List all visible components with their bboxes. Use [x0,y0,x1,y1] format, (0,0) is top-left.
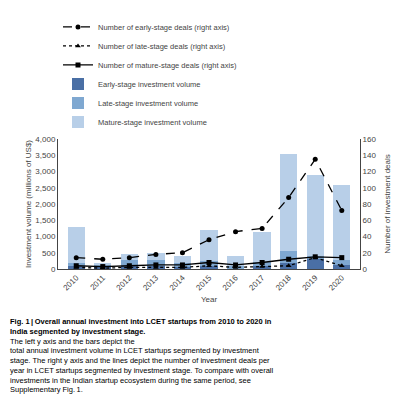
svg-text:Mature-stage investment volume: Mature-stage investment volume [98,118,207,127]
svg-text:3,500: 3,500 [35,151,56,160]
svg-text:Year: Year [201,295,218,304]
svg-text:Number of early-stage deals (r: Number of early-stage deals (right axis) [98,23,230,32]
svg-text:40: 40 [363,232,372,241]
svg-text:1,500: 1,500 [35,216,56,225]
svg-text:Investment volume (millions of: Investment volume (millions of US$) [24,140,33,268]
svg-text:2020: 2020 [327,273,346,292]
svg-text:120: 120 [363,167,377,176]
svg-text:60: 60 [363,216,372,225]
svg-text:2014: 2014 [168,273,187,292]
svg-text:Number of late-stage deals (ri: Number of late-stage deals (right axis) [98,42,226,51]
svg-text:2017: 2017 [247,273,266,292]
svg-text:0: 0 [363,265,368,274]
svg-text:2010: 2010 [62,273,81,292]
svg-text:Early-stage investment volume: Early-stage investment volume [98,80,201,89]
svg-text:Fig. 1 | Overall annual invest: Fig. 1 | Overall annual investment into … [10,317,274,394]
svg-text:2016: 2016 [221,273,240,292]
svg-text:3,000: 3,000 [35,167,56,176]
svg-text:2,500: 2,500 [35,184,56,193]
svg-text:2018: 2018 [274,273,293,292]
svg-text:100: 100 [363,184,377,193]
svg-text:1,000: 1,000 [35,232,56,241]
svg-text:Number of mature-stage deals (: Number of mature-stage deals (right axis… [98,61,237,70]
svg-text:2011: 2011 [88,273,107,292]
svg-text:500: 500 [42,249,56,258]
svg-text:140: 140 [363,151,377,160]
svg-text:4,000: 4,000 [35,135,56,144]
svg-text:2015: 2015 [194,273,213,292]
svg-text:80: 80 [363,200,372,209]
svg-text:Number of investment deals: Number of investment deals [383,154,392,254]
svg-text:20: 20 [363,249,372,258]
svg-text:2013: 2013 [141,273,160,292]
svg-text:160: 160 [363,135,377,144]
svg-text:2019: 2019 [301,273,320,292]
svg-text:0: 0 [51,265,56,274]
svg-text:2012: 2012 [115,273,134,292]
svg-text:Late-stage investment volume: Late-stage investment volume [98,99,198,108]
svg-text:2,000: 2,000 [35,200,56,209]
